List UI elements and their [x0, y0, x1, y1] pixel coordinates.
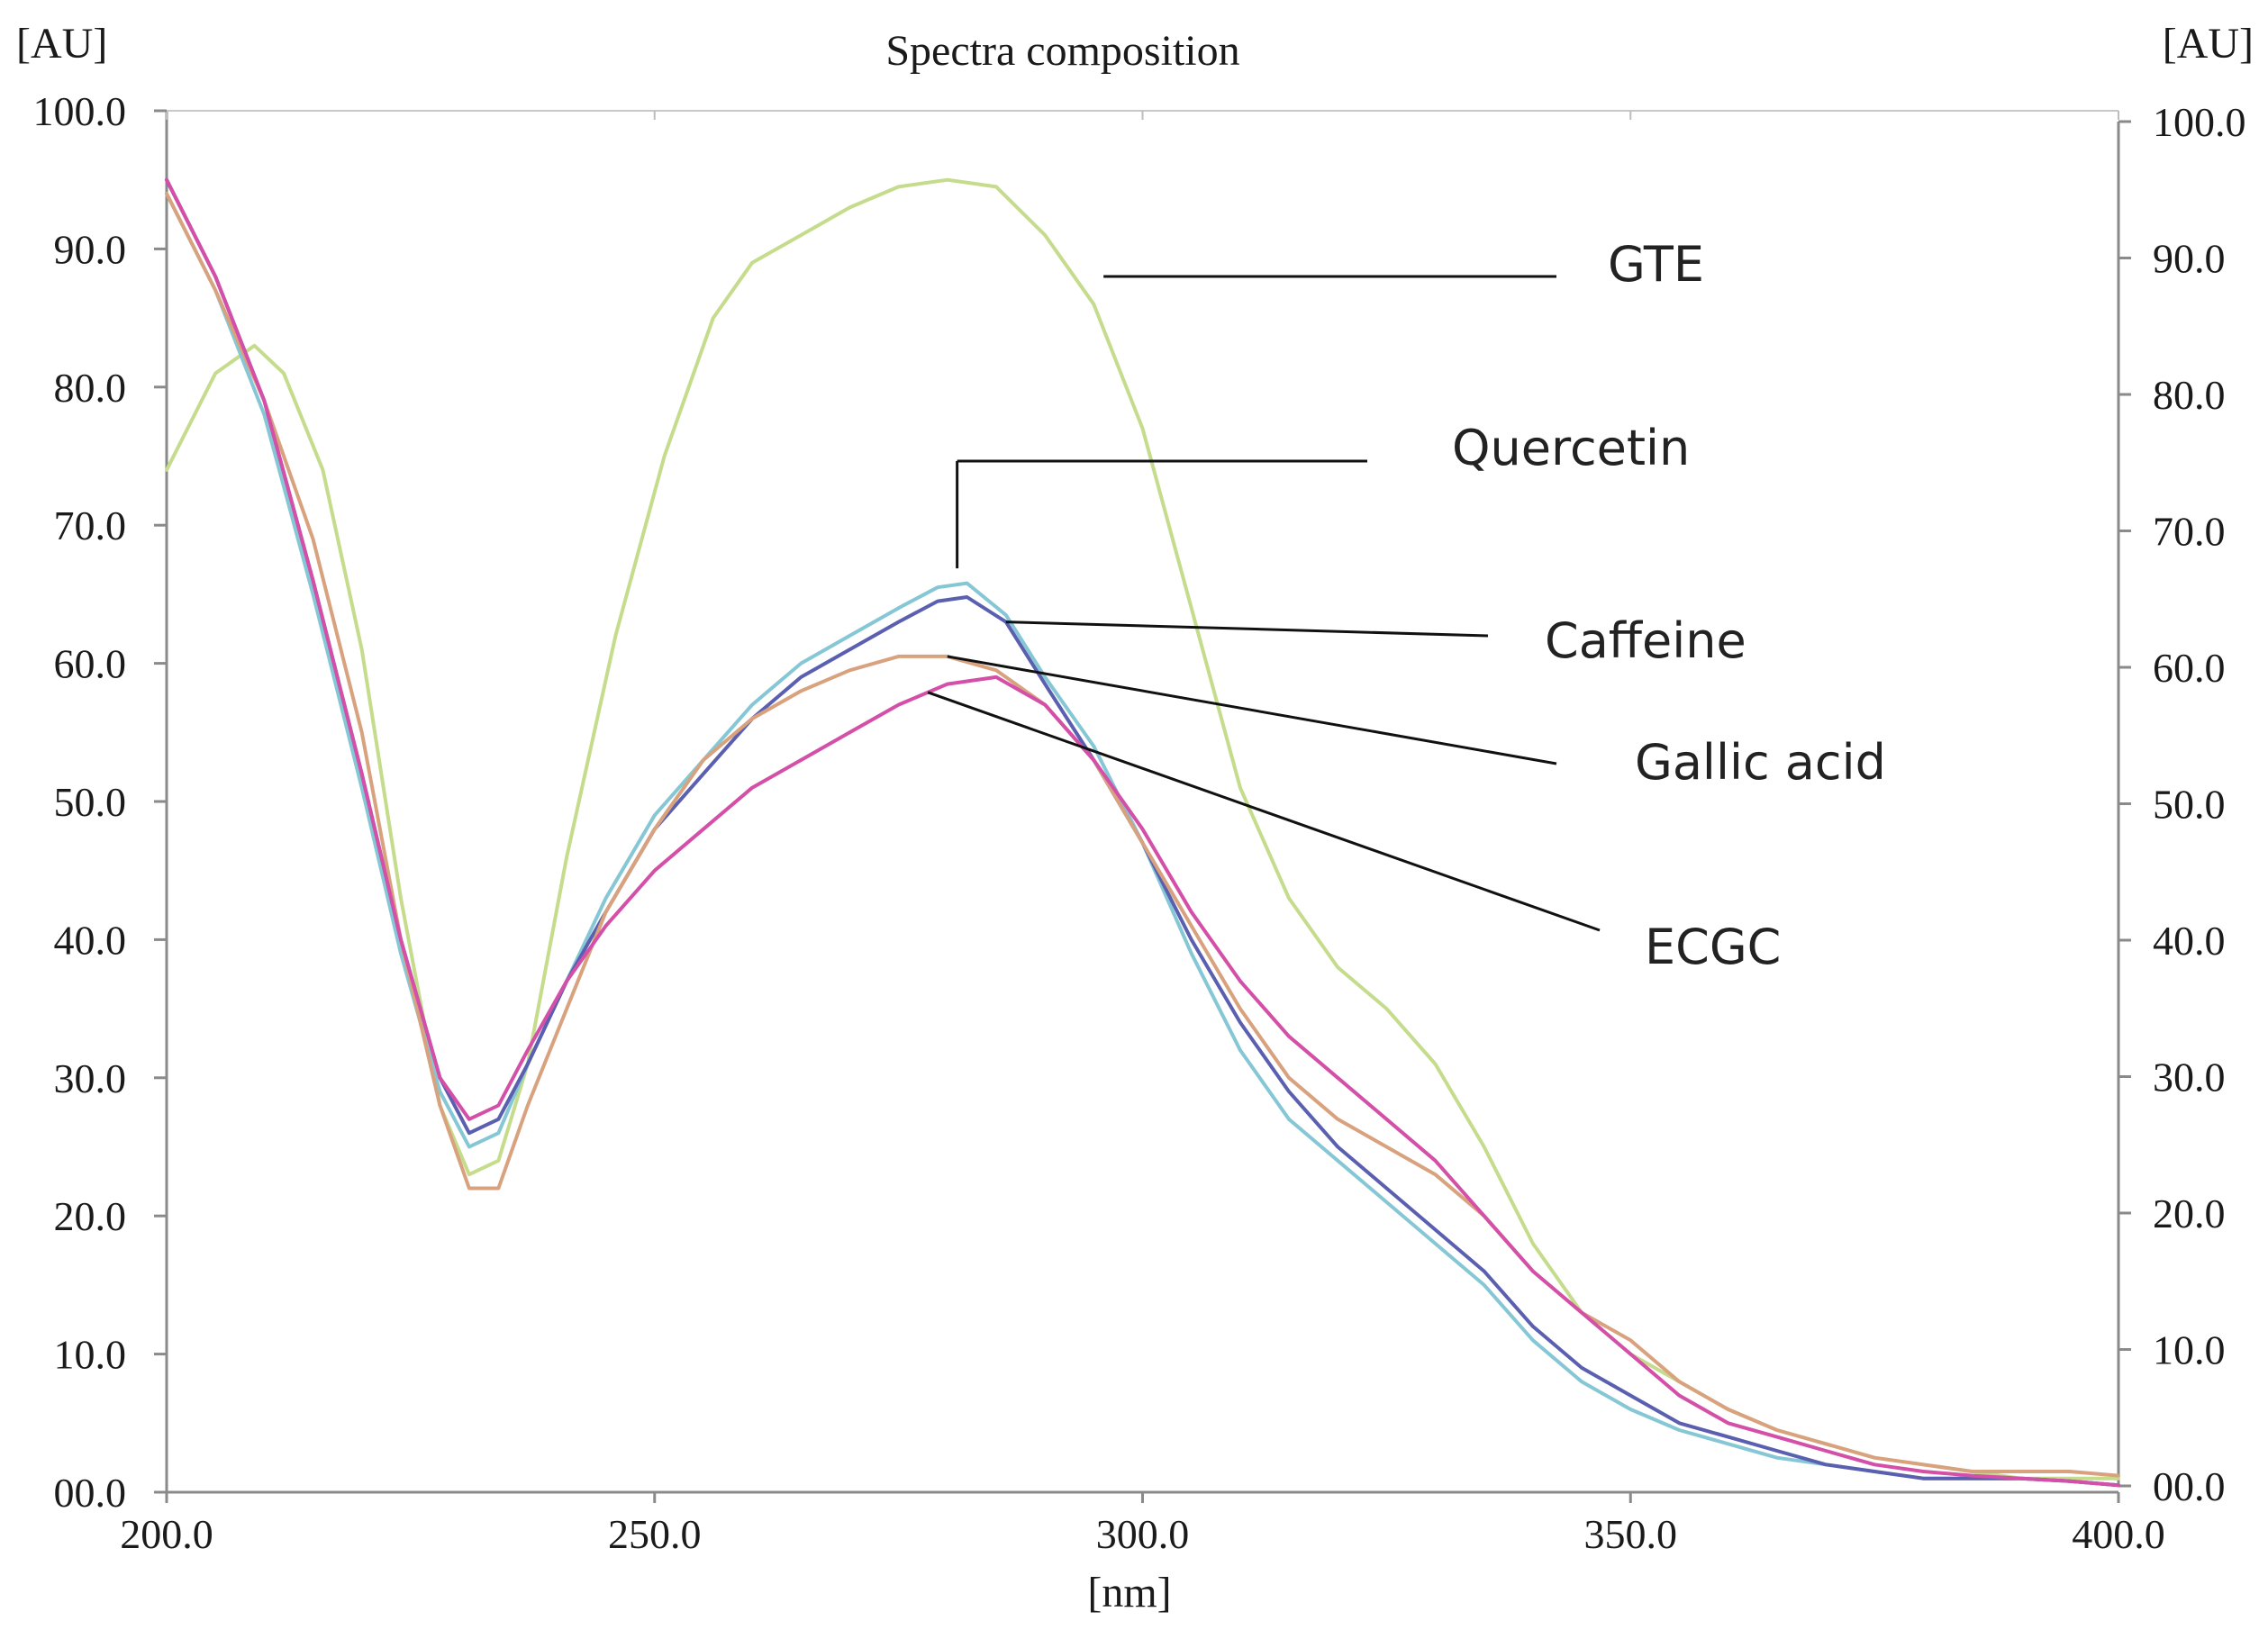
y-ticks-left: 00.0 10.0 20.0 30.0 40.0 50.0 60.0 70.0 80.0 90.0… — [33, 88, 167, 1516]
y-tick-label-right: 70.0 — [2153, 509, 2226, 555]
y-tick-label-right: 30.0 — [2153, 1055, 2226, 1100]
y-tick-label-right: 60.0 — [2153, 645, 2226, 691]
y-tick-label-right: 00.0 — [2153, 1463, 2226, 1509]
y-tick-label-right: 20.0 — [2153, 1191, 2226, 1236]
x-ticks: 200.0 250.0 300.0 350.0 400.0 — [120, 111, 2165, 1557]
y-tick-label-left: 10.0 — [54, 1332, 127, 1378]
x-tick-label: 300.0 — [1096, 1511, 1190, 1557]
y-tick-label-left: 50.0 — [54, 779, 127, 825]
y-axis-label-left: [AU] — [16, 20, 107, 68]
y-tick-label-left: 30.0 — [54, 1055, 127, 1101]
x-tick-label: 200.0 — [120, 1511, 213, 1557]
y-tick-label-right: 100.0 — [2153, 99, 2246, 145]
y-tick-label-left: 20.0 — [54, 1193, 127, 1239]
annotation-leader-caffeine — [1005, 620, 1489, 638]
chart-title: Spectra composition — [885, 27, 1239, 75]
series-line-quercetin — [165, 192, 2120, 1488]
annotation-label-gte: GTE — [1608, 236, 1704, 293]
annotation-label-quercetin: Quercetin — [1452, 420, 1690, 476]
y-tick-label-right: 10.0 — [2153, 1327, 2226, 1373]
y-axis-label-right: [AU] — [2163, 20, 2254, 68]
series-layer — [165, 177, 2120, 1488]
annotation-label-ecgc: ECGC — [1645, 919, 1781, 975]
series-line-caffeine — [165, 177, 2120, 1488]
y-tick-label-left: 80.0 — [54, 365, 127, 411]
y-tick-label-left: 100.0 — [33, 88, 127, 134]
y-tick-label-right: 80.0 — [2153, 372, 2226, 418]
y-tick-label-left: 70.0 — [54, 503, 127, 548]
y-tick-label-left: 00.0 — [54, 1470, 127, 1516]
annotation-leader-ecgc — [927, 691, 1601, 932]
y-tick-label-left: 60.0 — [54, 641, 127, 687]
y-ticks-right: 00.0 10.0 20.0 30.0 40.0 50.0 60.0 70.0 80.0 90.0… — [2118, 99, 2246, 1509]
x-axis-label: [nm] — [1087, 1569, 1171, 1616]
annotation-label-gallic-acid: Gallic acid — [1635, 734, 1886, 791]
annotation-layer: GTE Quercetin Caffeine Gallic acid ECGC — [927, 236, 1886, 975]
x-tick-label: 400.0 — [2072, 1511, 2165, 1557]
x-tick-label: 250.0 — [608, 1511, 702, 1557]
y-tick-label-right: 90.0 — [2153, 236, 2226, 282]
y-tick-label-right: 50.0 — [2153, 782, 2226, 828]
x-tick-label: 350.0 — [1584, 1511, 1678, 1557]
y-tick-label-left: 90.0 — [54, 226, 127, 272]
series-line-ecgc — [165, 177, 2120, 1488]
y-tick-label-right: 40.0 — [2153, 918, 2226, 964]
annotation-label-caffeine: Caffeine — [1545, 612, 1746, 669]
y-tick-label-left: 40.0 — [54, 917, 127, 963]
annotation-leader-gallic-acid — [947, 655, 1557, 765]
